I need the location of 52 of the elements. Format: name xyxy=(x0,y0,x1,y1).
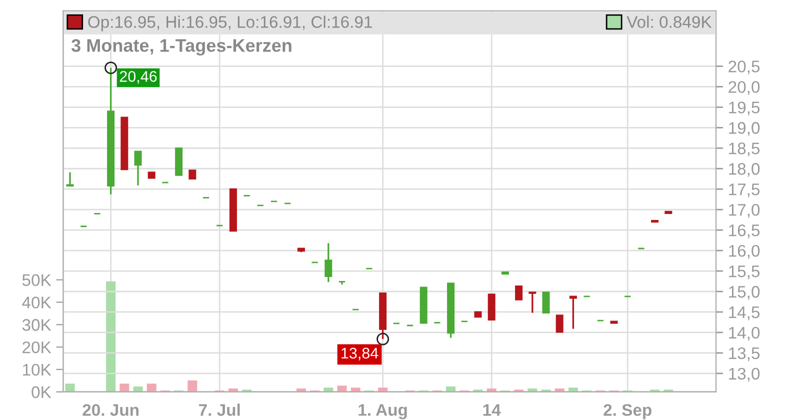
y-tick-label: 20,5 xyxy=(728,60,760,74)
y-tick-label: 15,0 xyxy=(729,286,760,300)
y-tick-label: 17,0 xyxy=(729,204,760,218)
y2-tick-label: 50K xyxy=(22,274,52,286)
bar xyxy=(378,388,388,392)
legend-label: Vol: 0.849K xyxy=(626,16,712,28)
y-tick-label: 19,0 xyxy=(729,122,760,136)
y-tick-label: 13,0 xyxy=(729,368,760,382)
candlestick xyxy=(134,150,142,186)
y2-tick-label: 30K xyxy=(22,319,52,331)
bar xyxy=(568,388,578,392)
bar xyxy=(446,386,456,392)
candlestick xyxy=(515,285,523,300)
x-tick-label: 2. Sep xyxy=(604,404,652,420)
bar xyxy=(324,388,334,392)
bar xyxy=(146,384,156,392)
annotation: 20,46 xyxy=(120,71,157,84)
candlestick xyxy=(528,291,536,314)
y-tick-label: 14,0 xyxy=(729,326,760,341)
candlestick xyxy=(66,171,74,187)
y-tick-label: 18,5 xyxy=(729,142,760,156)
y2-tick-label: 0K xyxy=(32,386,52,398)
bar xyxy=(337,386,347,392)
y2-tick-label: 40K xyxy=(22,296,52,308)
bar xyxy=(350,388,360,392)
y-tick-label: 17,5 xyxy=(729,184,760,198)
bar xyxy=(133,386,143,392)
y-tick-label: 14,5 xyxy=(729,306,760,320)
y-tick-label: 15,5 xyxy=(729,266,760,280)
y2-tick-label: 10K xyxy=(23,364,52,376)
x-tick-label: 20. Jun xyxy=(82,404,138,416)
annotation: 13,84 xyxy=(342,348,378,360)
legend-label: Op:16.95, Hi:16.95, Lo:16.91, Cl:16.91 xyxy=(88,16,372,32)
y-tick-label: 16,5 xyxy=(729,224,760,238)
candlestick xyxy=(556,314,564,333)
text: 3 Monate, 1-Tages-Kerzen xyxy=(71,39,292,56)
y2-tick-label: 20K xyxy=(22,341,52,354)
bar xyxy=(106,281,116,392)
candlestick xyxy=(324,242,332,283)
y-tick-label: 16,0 xyxy=(729,244,760,259)
bar xyxy=(120,384,130,392)
candlestick xyxy=(542,292,550,314)
y-tick-label: 20,0 xyxy=(728,81,760,95)
bar xyxy=(65,384,75,392)
y-tick-label: 19,5 xyxy=(729,102,760,116)
bar xyxy=(188,380,198,392)
y-tick-label: 18,0 xyxy=(729,163,760,177)
y-tick-label: 13,5 xyxy=(729,347,760,362)
x-tick-label: 1. Aug xyxy=(358,404,407,420)
x-tick-label: 14 xyxy=(483,404,501,416)
x-tick-label: 7. Jul xyxy=(199,404,240,416)
candlestick xyxy=(569,296,577,330)
